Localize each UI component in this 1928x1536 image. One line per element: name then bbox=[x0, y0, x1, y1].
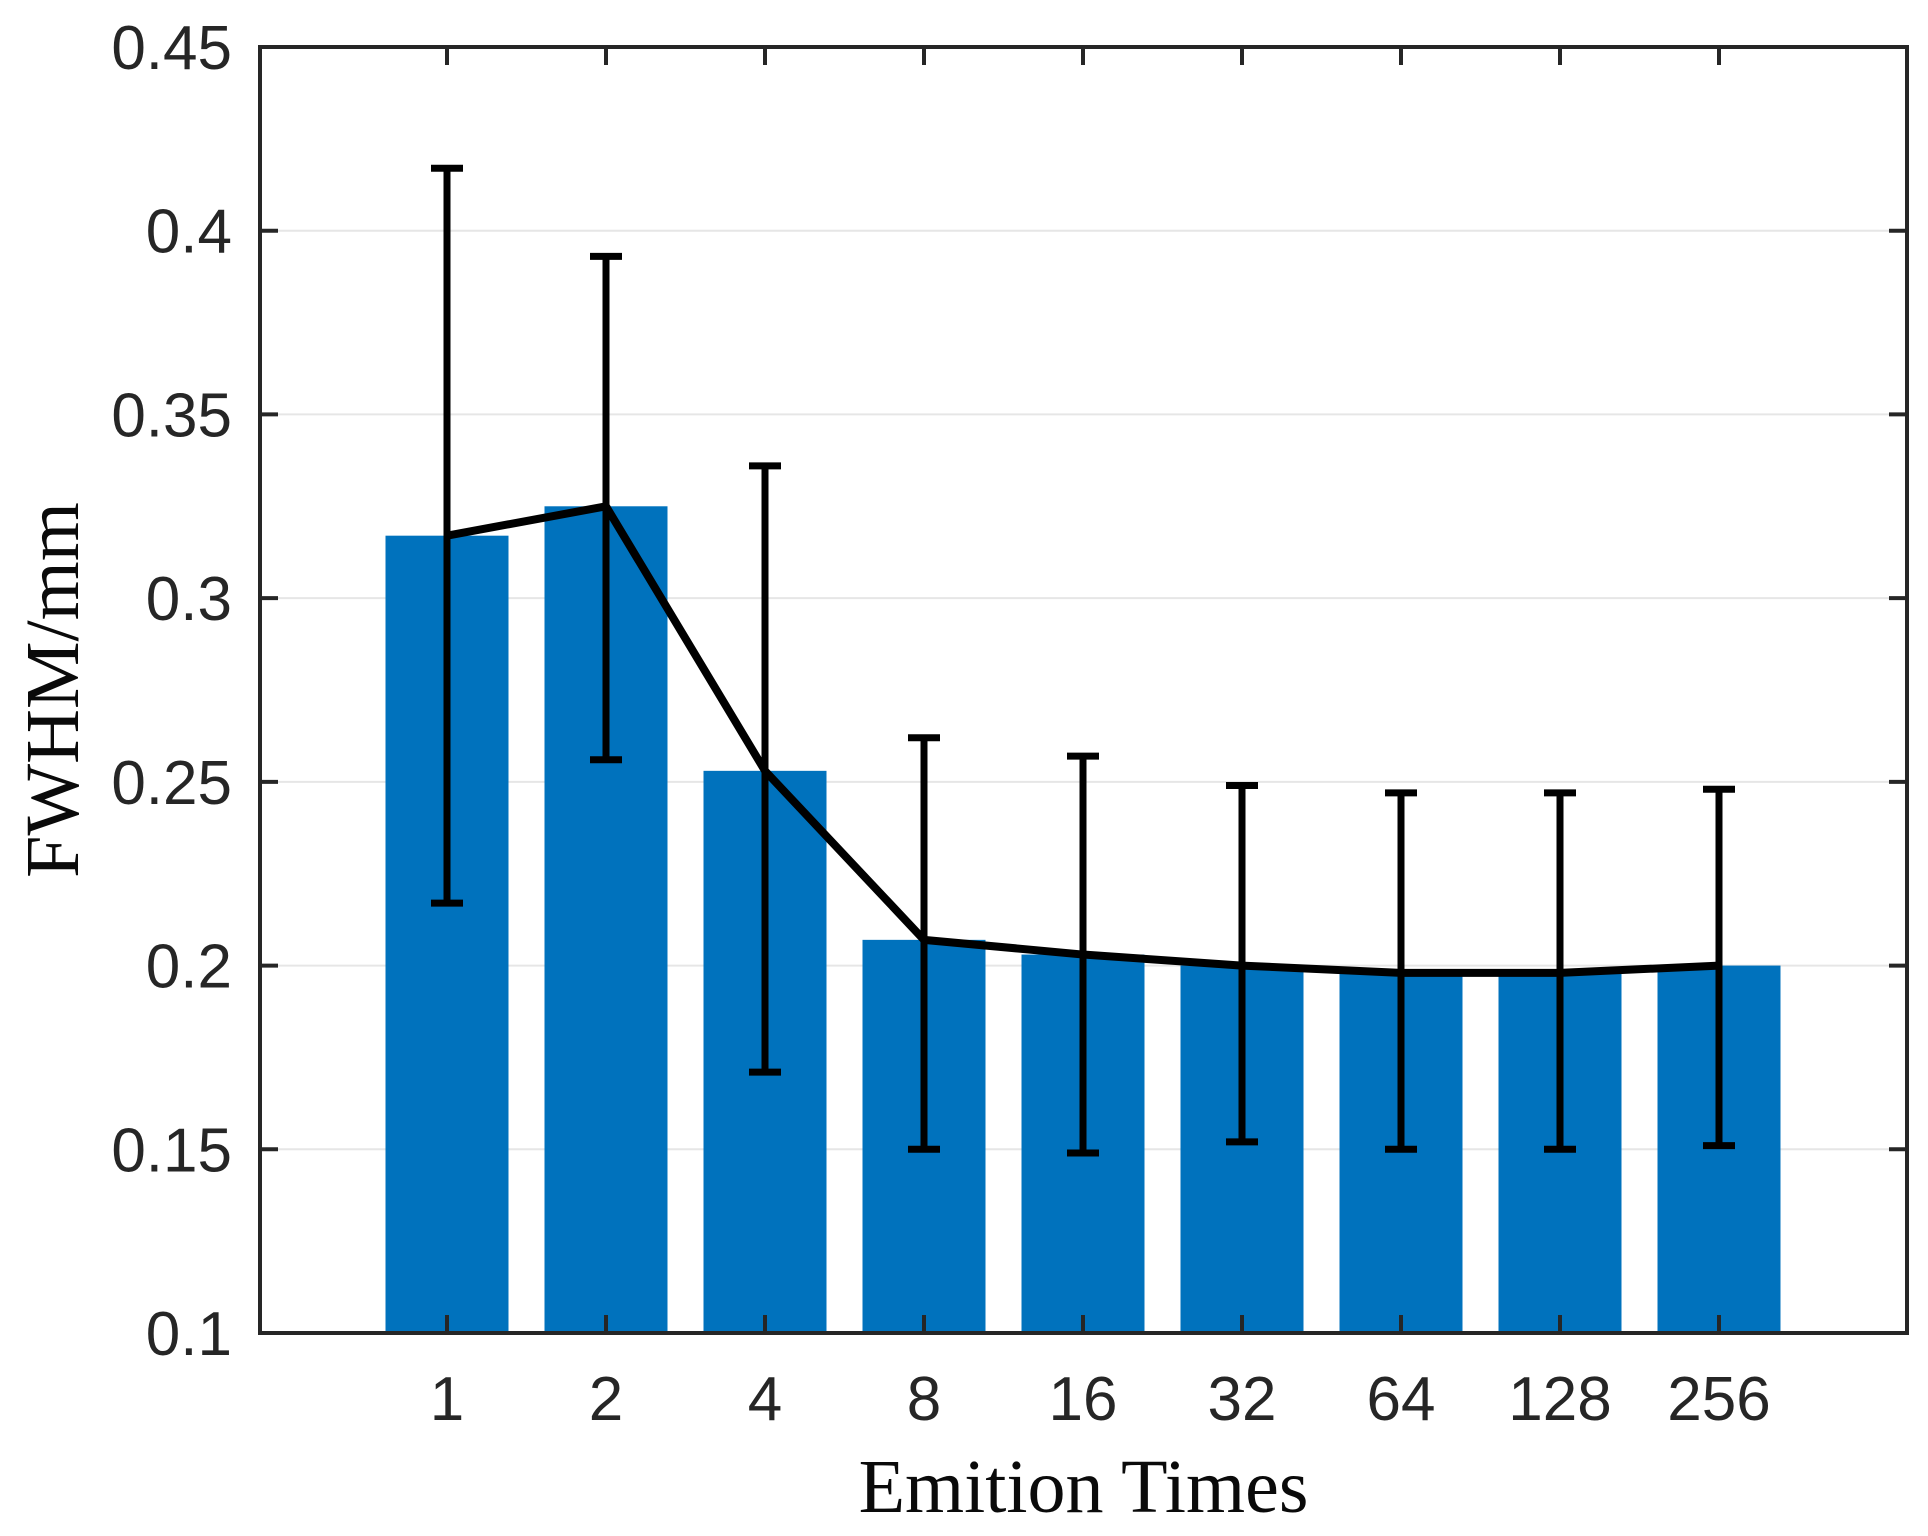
y-axis-label: FWHM/mm bbox=[11, 502, 95, 878]
mean-trend-line bbox=[446, 501, 1720, 977]
x-axis-label: Emition Times bbox=[859, 1445, 1309, 1529]
x-tick-label: 32 bbox=[1208, 1365, 1277, 1434]
y-tick-label: 0.25 bbox=[111, 749, 232, 818]
y-tick-label: 0.35 bbox=[111, 381, 232, 450]
y-tick-label: 0.45 bbox=[111, 14, 232, 83]
y-tick-label: 0.2 bbox=[146, 933, 232, 1002]
y-tick-label: 0.3 bbox=[146, 565, 232, 634]
x-tick-label: 4 bbox=[748, 1365, 782, 1434]
y-tick-label: 0.15 bbox=[111, 1116, 232, 1185]
x-tick-label: 1 bbox=[430, 1365, 464, 1434]
x-tick-label: 16 bbox=[1049, 1365, 1118, 1434]
x-tick-label: 64 bbox=[1367, 1365, 1436, 1434]
x-tick-label: 8 bbox=[907, 1365, 941, 1434]
y-tick-label: 0.1 bbox=[146, 1300, 232, 1369]
x-tick-label: 128 bbox=[1508, 1365, 1611, 1434]
x-tick-label: 256 bbox=[1667, 1365, 1770, 1434]
y-tick-label: 0.4 bbox=[146, 198, 232, 267]
x-tick-label: 2 bbox=[589, 1365, 623, 1434]
